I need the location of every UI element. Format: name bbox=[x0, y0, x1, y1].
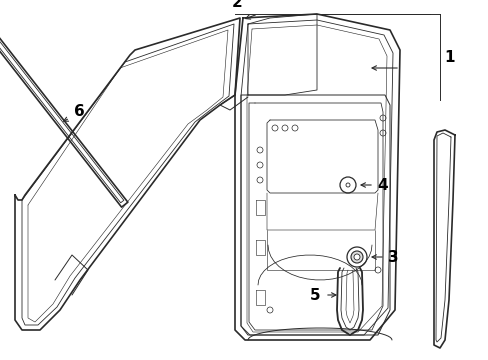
Text: 5: 5 bbox=[309, 288, 319, 302]
Circle shape bbox=[346, 183, 349, 187]
Text: 6: 6 bbox=[74, 104, 84, 118]
Circle shape bbox=[350, 251, 362, 263]
Circle shape bbox=[353, 254, 359, 260]
Text: 4: 4 bbox=[376, 177, 387, 193]
Text: 2: 2 bbox=[231, 0, 242, 10]
Text: 3: 3 bbox=[387, 249, 398, 265]
Text: 1: 1 bbox=[443, 49, 453, 64]
